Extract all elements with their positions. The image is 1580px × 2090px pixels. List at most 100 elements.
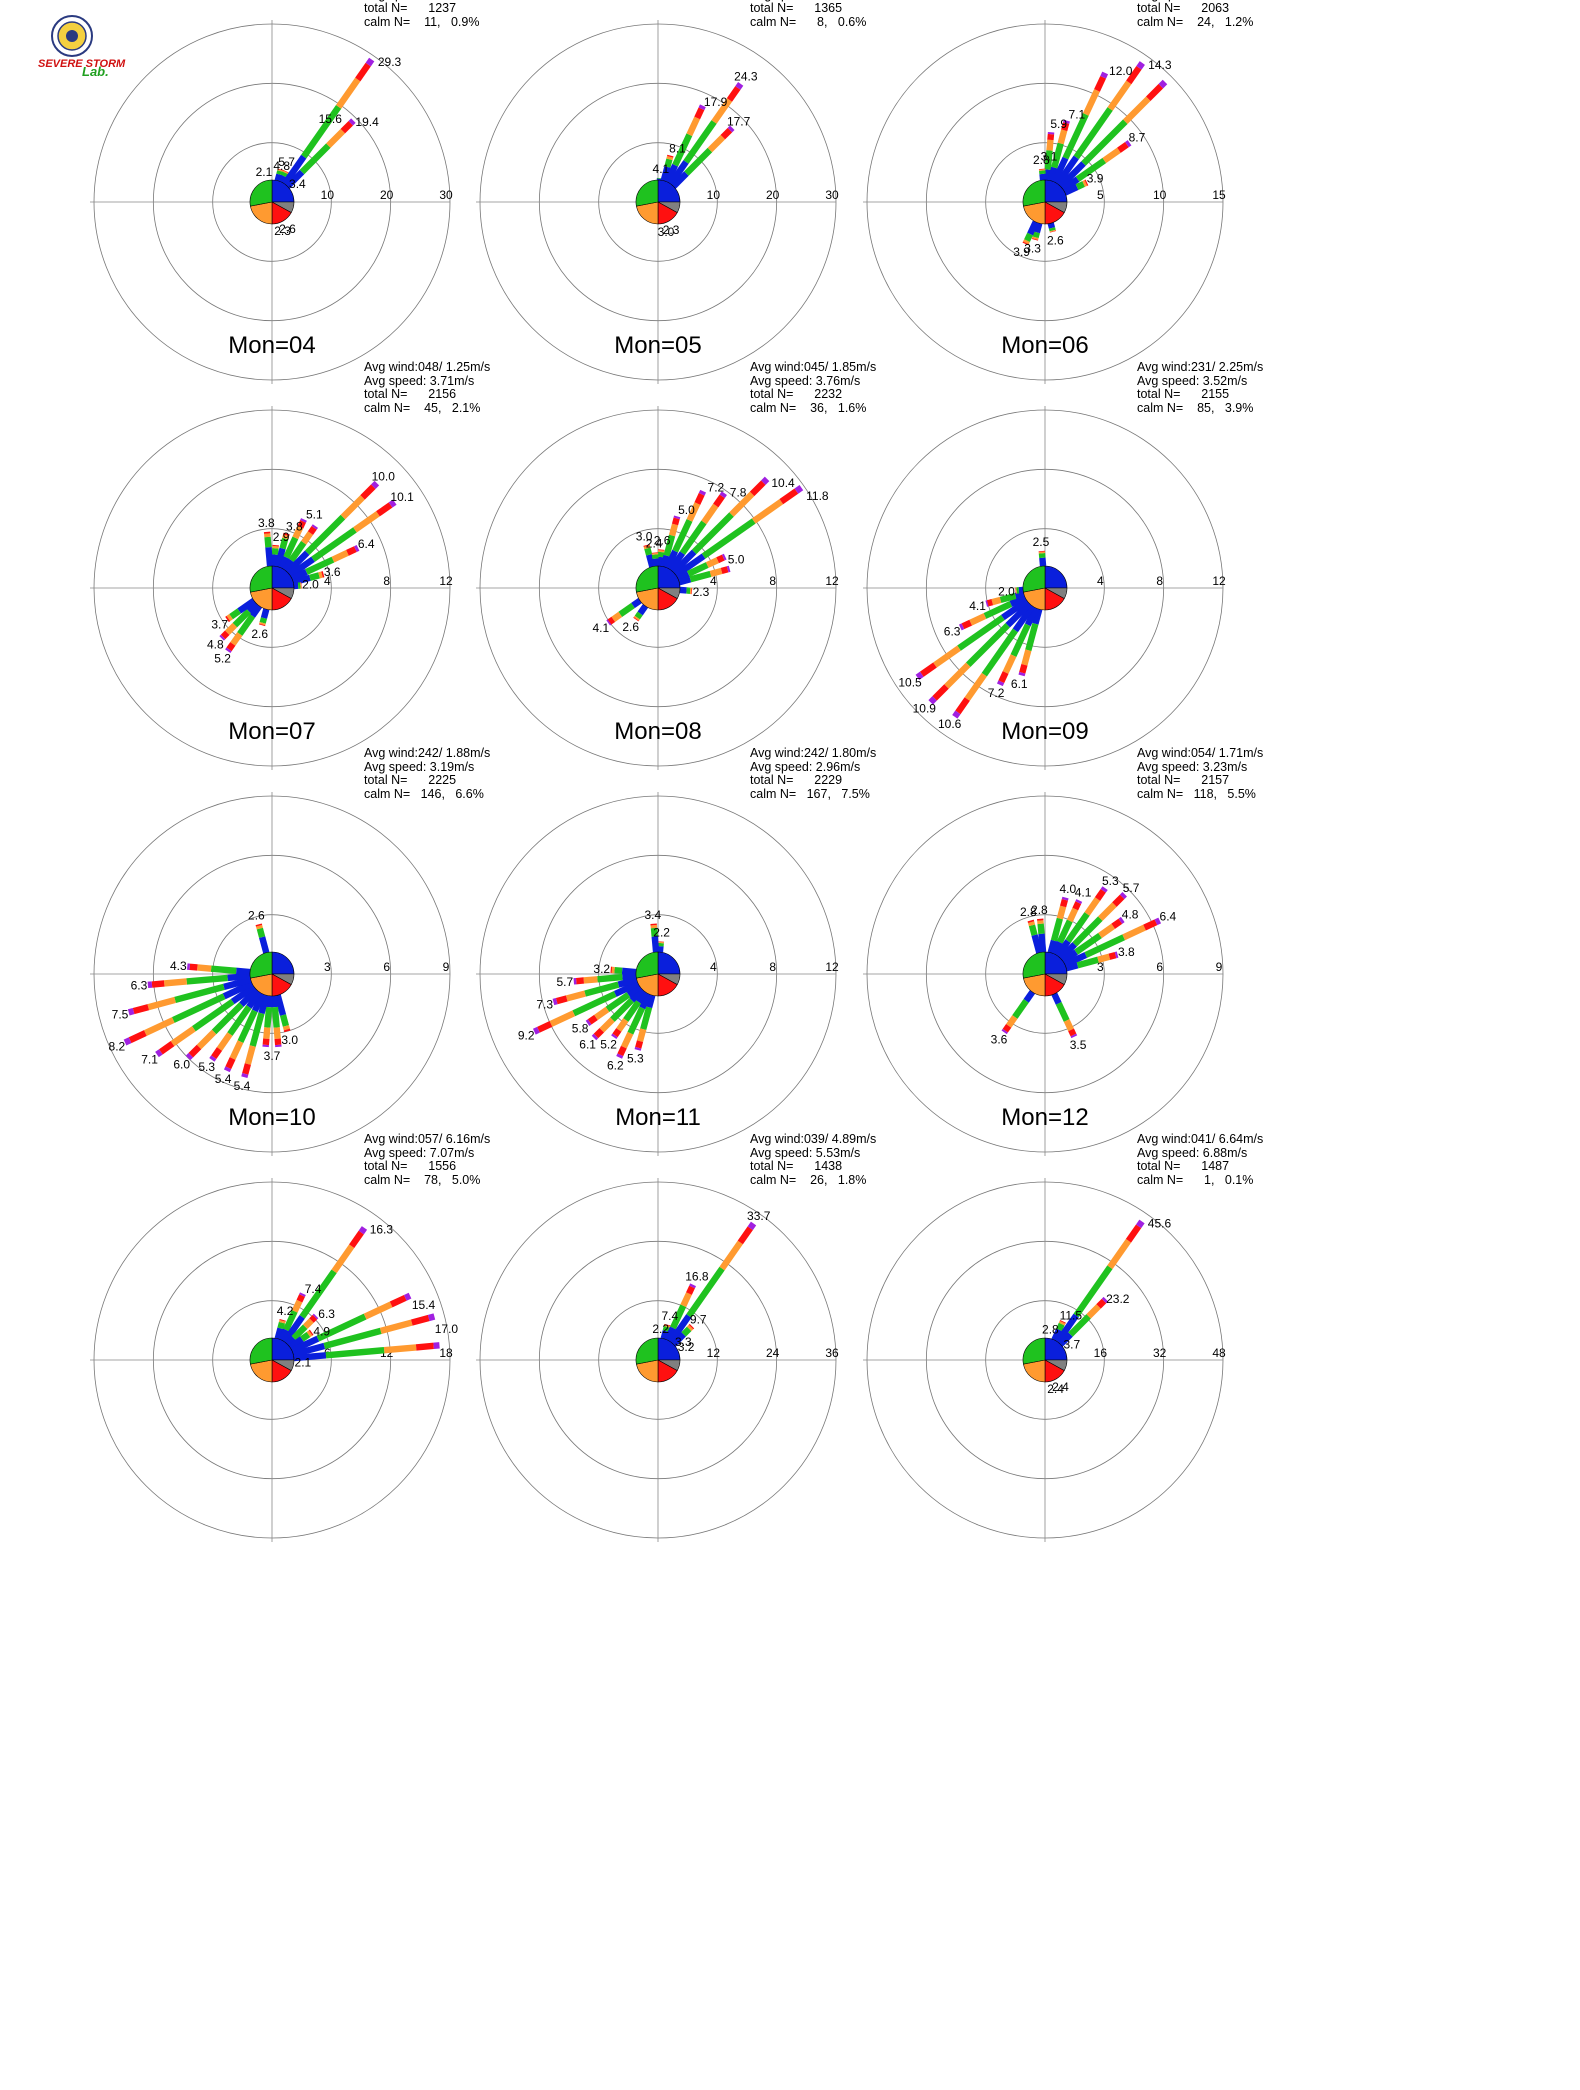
petal-segment — [1002, 1024, 1012, 1033]
calm-pie-slice — [1044, 951, 1068, 975]
petal-segment — [650, 924, 658, 929]
petal-segment — [694, 107, 705, 120]
petal-segment — [961, 619, 973, 630]
petal-segment — [237, 597, 256, 614]
petal-segment — [667, 551, 686, 572]
petal-value-label: 3.7 — [211, 618, 228, 632]
petal-segment — [599, 1017, 615, 1033]
petal-segment — [633, 617, 639, 622]
petal-segment — [219, 634, 226, 641]
petal-value-label: 2.5 — [1033, 535, 1050, 549]
ring-label: 4 — [710, 960, 717, 974]
petal-value-label: 11.8 — [806, 489, 829, 503]
petal-value-label: 2.8 — [1033, 153, 1050, 167]
ring-label: 8 — [383, 574, 390, 588]
petal-segment — [652, 558, 660, 567]
stats-line: total N= 1237 — [364, 1, 457, 16]
petal-segment — [1018, 671, 1026, 677]
petal-segment — [278, 1328, 289, 1342]
petal-segment — [1068, 1028, 1077, 1037]
calm-pie-slice — [635, 565, 659, 593]
stats-line: total N= 2157 — [1137, 773, 1230, 788]
petal-segment — [617, 1045, 627, 1057]
university-seal-icon — [51, 15, 93, 57]
petal-segment — [225, 1057, 236, 1070]
petal-segment — [132, 1004, 150, 1015]
petal-value-label: 10.1 — [390, 490, 414, 504]
petal-segment — [678, 576, 692, 586]
petal-segment — [614, 967, 623, 975]
stats-line: calm N= 8, 0.6% — [750, 14, 867, 29]
petal-segment — [919, 662, 937, 677]
petal-segment — [671, 517, 680, 526]
petal-value-label: 3.0 — [281, 1033, 298, 1047]
panel-stats: Avg wind:054/ 1.71m/s Avg speed: 3.23m/s t… — [1137, 746, 1263, 801]
petal-segment — [371, 480, 380, 489]
petal-segment — [290, 569, 308, 582]
calm-pie-slice — [271, 179, 295, 203]
petal-segment — [278, 556, 290, 570]
petal-segment — [729, 491, 755, 517]
petal-segment — [1038, 553, 1046, 559]
petal-segment — [292, 1342, 326, 1358]
petal-segment — [271, 548, 279, 555]
petal-segment — [237, 614, 256, 636]
wind-rose-svg: 4 8 12 9.2 7.3 5.8 5.7 6.1 5.2 6.2 5.3 3.4 2.2 3.2 — [476, 792, 839, 1156]
petal-segment — [249, 604, 263, 618]
panel-title: Mon=10 — [228, 1104, 316, 1131]
petal-segment — [223, 1066, 232, 1073]
petal-segment — [191, 998, 235, 1032]
petal-segment — [726, 565, 731, 573]
petal-segment — [565, 990, 586, 1002]
petal-value-label: 3.9 — [1013, 245, 1030, 259]
petal-value-label: 8.2 — [109, 1039, 126, 1053]
petal-segment — [1098, 902, 1117, 921]
ring-label: 30 — [439, 188, 453, 202]
ring-label: 4 — [1097, 574, 1104, 588]
petal-segment — [259, 617, 268, 624]
petal-segment — [300, 1331, 311, 1342]
petal-segment — [1051, 142, 1064, 169]
stats-line: total N= 2232 — [750, 387, 843, 402]
ring-label: 6 — [1156, 960, 1163, 974]
petal-segment — [737, 1226, 753, 1245]
petal-segment — [1039, 557, 1047, 567]
petal-segment — [1065, 912, 1090, 943]
petal-value-label: 2.1 — [256, 165, 273, 179]
petal-segment — [174, 983, 225, 1004]
petal-segment — [1009, 594, 1027, 607]
panel-stats: Avg wind:045/ 1.85m/s Avg speed: 3.76m/s t… — [750, 360, 876, 415]
ring-label: 15 — [1212, 188, 1226, 202]
calm-pie-slice — [635, 1337, 659, 1365]
petal-segment — [1075, 181, 1085, 190]
wind-rose-panel: Mon=11 Avg wind:039/ 4.89m/s Avg speed: 5.… — [398, 1100, 918, 1622]
petal-value-label: 3.8 — [258, 516, 275, 530]
petal-segment — [981, 628, 1018, 677]
petal-segment — [1051, 992, 1062, 1005]
petal-segment — [1047, 166, 1058, 182]
petal-segment — [283, 169, 290, 174]
petal-segment — [1054, 939, 1071, 958]
petal-value-label: 4.8 — [1122, 907, 1139, 921]
petal-segment — [749, 480, 766, 497]
petal-segment — [1002, 654, 1017, 674]
petal-segment — [1158, 79, 1168, 89]
petal-segment — [1021, 649, 1032, 666]
petal-segment — [688, 1323, 695, 1330]
petal-segment — [658, 549, 665, 551]
petal-segment — [1012, 604, 1036, 633]
petal-segment — [410, 1314, 430, 1326]
petal-segment — [197, 964, 212, 972]
petal-segment — [549, 1010, 576, 1027]
stats-line: Avg speed: 4.19m/s — [1137, 0, 1263, 2]
petal-segment — [1058, 942, 1077, 961]
petal-segment — [1050, 917, 1063, 942]
wind-rose-panel: Mon=08 Avg wind:242/ 1.80m/s Avg speed: 2.… — [398, 714, 918, 1236]
petal-value-label: 3.3 — [1024, 242, 1041, 256]
stats-line: Avg wind:048/ 1.25m/s — [364, 360, 491, 374]
petal-segment — [224, 622, 238, 636]
petal-segment — [618, 602, 635, 618]
